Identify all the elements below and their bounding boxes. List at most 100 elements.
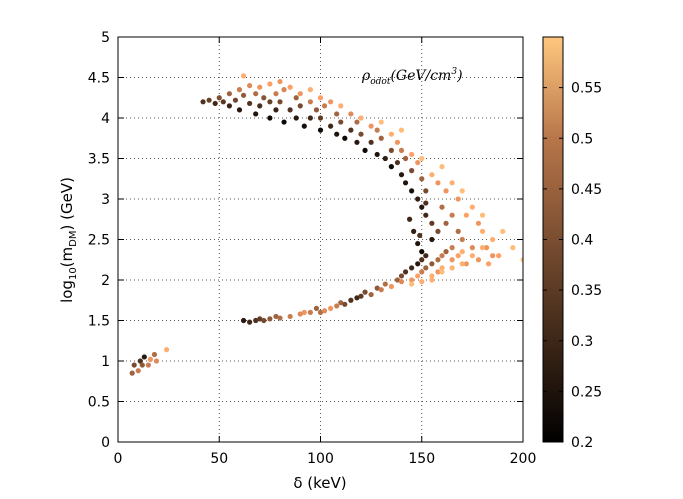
- y-tick-label: 2: [101, 273, 110, 289]
- data-point: [342, 301, 348, 307]
- data-point: [409, 265, 415, 271]
- data-point: [129, 370, 135, 376]
- data-point: [398, 172, 405, 178]
- data-point: [240, 317, 247, 324]
- x-tick-label: 100: [307, 451, 334, 467]
- data-point: [394, 139, 401, 145]
- data-point: [297, 311, 303, 317]
- data-point: [382, 155, 388, 162]
- data-point: [277, 315, 283, 321]
- data-point: [435, 257, 441, 263]
- data-point: [206, 97, 212, 103]
- colorbar-tick-label: 0.4: [571, 233, 593, 249]
- data-point: [415, 240, 421, 247]
- data-point: [388, 164, 394, 170]
- data-point: [328, 305, 334, 311]
- data-point: [293, 95, 299, 101]
- data-point: [485, 261, 492, 267]
- data-point: [362, 147, 368, 153]
- data-point: [409, 277, 415, 283]
- data-point: [321, 308, 328, 314]
- data-point: [257, 84, 263, 90]
- data-point: [212, 100, 218, 107]
- data-point: [151, 351, 158, 358]
- data-point: [394, 277, 401, 283]
- data-point: [240, 92, 247, 98]
- data-point: [459, 236, 465, 243]
- data-point: [338, 300, 344, 306]
- data-point: [307, 309, 313, 315]
- data-point: [328, 123, 334, 129]
- x-tick-label: 0: [114, 451, 123, 467]
- data-point: [429, 236, 435, 243]
- x-tick-label: 150: [408, 451, 435, 467]
- data-point: [277, 78, 283, 85]
- x-axis-label: δ (keV): [293, 474, 346, 492]
- data-point: [287, 313, 293, 320]
- data-point: [490, 236, 496, 243]
- data-point: [313, 305, 320, 311]
- y-tick-label: 1: [101, 354, 110, 370]
- data-point: [334, 131, 340, 137]
- data-point: [429, 261, 435, 267]
- data-point: [362, 289, 368, 295]
- data-point: [449, 180, 455, 186]
- colorbar-tick-label: 0.35: [571, 283, 602, 299]
- data-point: [469, 245, 475, 251]
- data-point: [439, 265, 445, 271]
- data-point: [297, 91, 303, 97]
- y-tick-label: 4.5: [88, 71, 110, 87]
- data-point: [455, 196, 461, 202]
- data-point: [164, 347, 170, 353]
- data-point: [141, 354, 147, 360]
- data-point: [273, 313, 279, 320]
- data-point: [423, 188, 429, 194]
- y-tick-label: 3.5: [88, 152, 110, 168]
- y-tick-label: 4: [101, 111, 110, 127]
- data-point: [220, 99, 226, 105]
- x-tick-label: 50: [210, 451, 228, 467]
- data-point: [247, 83, 253, 89]
- scatter-points: [129, 73, 523, 376]
- data-point: [409, 151, 415, 158]
- data-point: [153, 358, 160, 364]
- data-point: [261, 317, 267, 324]
- data-point: [388, 147, 394, 153]
- data-point: [455, 253, 461, 259]
- data-point: [423, 212, 429, 218]
- data-point: [490, 253, 496, 259]
- data-point: [435, 228, 441, 234]
- data-point: [429, 277, 435, 283]
- data-point: [439, 204, 445, 210]
- data-point: [402, 180, 409, 186]
- data-point: [236, 87, 243, 93]
- data-point: [257, 316, 263, 322]
- data-point: [135, 368, 141, 374]
- data-point: [409, 188, 415, 194]
- colorbar-tick-label: 0.5: [571, 131, 593, 147]
- data-point: [334, 303, 340, 309]
- data-point: [232, 97, 239, 103]
- data-point: [277, 99, 283, 105]
- data-point: [273, 91, 279, 97]
- data-point: [281, 87, 287, 93]
- data-point: [257, 103, 263, 109]
- data-point: [479, 245, 486, 251]
- data-point: [417, 232, 423, 239]
- y-tick-label: 2.5: [88, 233, 110, 249]
- data-point: [419, 204, 425, 210]
- data-point: [439, 269, 445, 275]
- data-point: [293, 115, 299, 121]
- data-point: [469, 204, 475, 210]
- data-point: [483, 245, 490, 251]
- data-point: [247, 100, 253, 107]
- data-point: [479, 228, 486, 234]
- data-point: [378, 135, 384, 141]
- data-point: [317, 309, 324, 315]
- data-point: [475, 257, 482, 263]
- data-point: [419, 279, 425, 285]
- x-axis: 0 50 100 150 200: [114, 37, 536, 467]
- data-point: [374, 127, 380, 133]
- data-point: [317, 127, 324, 133]
